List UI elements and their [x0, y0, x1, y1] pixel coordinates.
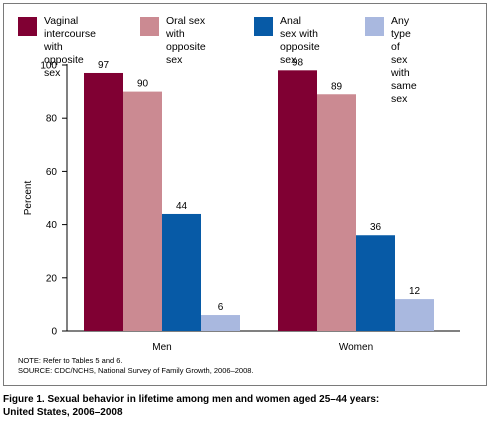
bar: [395, 299, 434, 331]
x-tick-label: Men: [152, 342, 171, 353]
bar: [201, 315, 240, 331]
y-tick-label: 20: [46, 273, 58, 284]
y-tick-label: 40: [46, 220, 58, 231]
y-tick-label: 100: [40, 61, 57, 72]
bar: [356, 235, 395, 331]
figure-caption: Figure 1. Sexual behavior in lifetime am…: [3, 394, 380, 418]
legend-label: Vaginal intercourse with opposite sex: [44, 15, 96, 79]
bar: [84, 72, 123, 331]
legend-swatch: [365, 17, 384, 36]
data-label: 89: [331, 81, 343, 92]
data-label: 44: [176, 201, 188, 212]
legend-label: Oral sex with opposite sex: [166, 15, 206, 66]
legend-label: Anal sex with opposite sex: [280, 15, 320, 66]
legend-swatch: [254, 17, 273, 36]
y-tick-label: 80: [46, 114, 58, 125]
legend-swatch: [140, 17, 159, 36]
x-tick-label: Women: [339, 342, 373, 353]
note-line: NOTE: Refer to Tables 5 and 6.: [18, 356, 123, 365]
bar: [317, 94, 356, 331]
bar: [162, 213, 201, 331]
chart-notes: NOTE: Refer to Tables 5 and 6. SOURCE: C…: [18, 356, 254, 375]
data-label: 12: [409, 286, 421, 297]
source-line: SOURCE: CDC/NCHS, National Survey of Fam…: [18, 365, 254, 375]
bar: [278, 70, 317, 331]
legend-label: Any type of sex with same sex: [391, 15, 417, 105]
bar: [123, 91, 162, 331]
figure-frame: [3, 3, 487, 386]
legend-swatch: [18, 17, 37, 36]
data-label: 6: [218, 302, 224, 313]
data-label: 98: [292, 57, 304, 68]
bar-chart: Percent 0 20 40 60 80 100 97 90 44 6 Men 98 89 36 12 Wom…: [23, 57, 460, 353]
data-label: 90: [137, 79, 149, 90]
data-label: 97: [98, 60, 110, 71]
y-axis-label: Percent: [23, 181, 34, 216]
y-tick-label: 0: [51, 327, 57, 338]
y-tick-label: 60: [46, 167, 58, 178]
data-label: 36: [370, 222, 382, 233]
